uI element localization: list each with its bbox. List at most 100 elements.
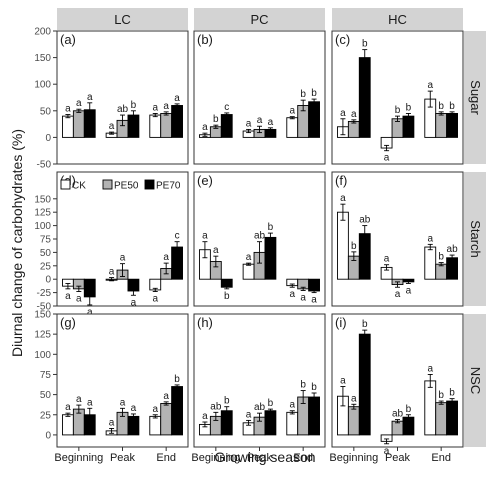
panel-letter: (c) <box>335 32 350 47</box>
y-tick-label: 50 <box>40 106 52 117</box>
column-strip-label: PC <box>250 12 268 27</box>
significance-letter: a <box>109 121 115 132</box>
significance-letter: a <box>152 102 158 113</box>
significance-letter: a <box>395 289 401 300</box>
significance-letter: a <box>289 400 295 411</box>
y-tick-label: 150 <box>34 310 51 321</box>
legend-label: CK <box>72 181 86 192</box>
significance-letter: a <box>202 411 208 422</box>
panel-grid: LC PC HC Sugar Starch NSC -50 0 50 100 150 200 -50 -2… <box>34 8 486 464</box>
bar-pe70 <box>446 257 458 280</box>
significance-letter: a <box>384 153 390 164</box>
y-tick-label: 100 <box>34 221 51 232</box>
significance-letter: a <box>289 289 295 300</box>
bar-ck <box>424 246 437 280</box>
bar-ck <box>337 211 349 280</box>
significance-letter: b <box>268 398 274 409</box>
y-tick-label: 25 <box>40 410 52 421</box>
panel-letter: (h) <box>197 315 213 330</box>
significance-letter: b <box>406 404 412 415</box>
x-tick-label: End <box>156 452 176 464</box>
legend-label: PE50 <box>114 181 139 192</box>
panel-letter: (g) <box>60 315 76 330</box>
significance-letter: a <box>300 292 306 303</box>
significance-letter: a <box>109 267 115 278</box>
bar-pe70 <box>358 333 371 436</box>
bar-pe70 <box>358 57 371 138</box>
y-tick-label: -25 <box>37 288 52 299</box>
x-tick-label: Beginning <box>54 452 103 464</box>
y-tick-label: 125 <box>34 208 51 219</box>
panel-letter: (f) <box>335 173 347 188</box>
legend-swatch-ck <box>60 179 71 190</box>
significance-letter: a <box>87 397 93 408</box>
y-tick-label: 100 <box>34 350 51 361</box>
column-strip-label: LC <box>114 12 131 27</box>
significance-letter: a <box>87 307 93 318</box>
y-tick-label: 150 <box>34 53 51 64</box>
significance-letter: a <box>257 115 263 126</box>
significance-letter: a <box>76 394 82 405</box>
significance-letter: a <box>351 109 357 120</box>
significance-letter: a <box>152 294 158 305</box>
significance-letter: a <box>268 117 274 128</box>
significance-letter: ab <box>117 104 129 115</box>
bar-pe50 <box>347 406 360 436</box>
significance-letter: c <box>224 102 229 113</box>
significance-letter: a <box>131 297 137 308</box>
significance-letter: b <box>268 222 274 233</box>
y-tick-label: 75 <box>40 235 52 246</box>
significance-letter: b <box>362 39 368 50</box>
y-tick-label: 50 <box>40 390 52 401</box>
significance-letter: b <box>449 101 455 112</box>
y-tick-label: 0 <box>45 133 51 144</box>
x-tick-label: Peak <box>110 452 136 464</box>
y-tick-label: 125 <box>34 330 51 341</box>
significance-letter: a <box>340 108 346 119</box>
panel-letter: (i) <box>335 315 347 330</box>
bar-pe70 <box>171 386 183 436</box>
significance-letter: a <box>202 231 208 242</box>
legend-label: PE70 <box>156 181 181 192</box>
significance-letter: a <box>246 409 252 420</box>
legend-swatch-pe70 <box>144 179 155 190</box>
significance-letter: b <box>438 252 444 263</box>
bar-ck <box>149 114 162 138</box>
bar-pe70 <box>402 115 415 138</box>
significance-letter: b <box>131 100 137 111</box>
y-tick-label: 25 <box>40 261 52 272</box>
significance-letter: b <box>213 114 219 125</box>
significance-letter: ab <box>254 231 266 242</box>
x-tick-label: Beginning <box>191 452 240 464</box>
significance-letter: a <box>76 294 82 305</box>
significance-letter: b <box>449 388 455 399</box>
significance-letter: b <box>351 241 357 252</box>
significance-letter: a <box>65 104 71 115</box>
row-strip <box>464 172 486 306</box>
bar-pe70 <box>264 236 277 280</box>
column-strip <box>332 8 463 30</box>
panel-frame <box>56 30 189 165</box>
significance-letter: ab <box>254 402 266 413</box>
significance-letter: a <box>427 80 433 91</box>
y-tick-label: 150 <box>34 194 51 205</box>
significance-letter: b <box>174 374 180 385</box>
row-strip-label: Starch <box>468 220 483 258</box>
panel-frame <box>193 30 326 165</box>
bar-ck <box>149 415 162 436</box>
bar-ck <box>62 115 74 138</box>
significance-letter: a <box>163 391 169 402</box>
significance-letter: a <box>87 92 93 103</box>
significance-letter: a <box>174 93 180 104</box>
row-strip <box>464 31 486 164</box>
significance-letter: b <box>362 319 368 330</box>
bar-ck <box>286 117 299 138</box>
significance-letter: a <box>384 446 390 457</box>
